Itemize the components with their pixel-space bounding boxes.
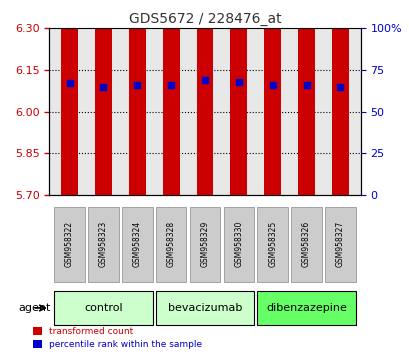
Bar bbox=[264, 0, 281, 195]
FancyBboxPatch shape bbox=[54, 291, 152, 325]
FancyBboxPatch shape bbox=[223, 207, 254, 282]
FancyBboxPatch shape bbox=[257, 207, 287, 282]
Bar bbox=[128, 0, 145, 195]
Point bbox=[134, 82, 140, 88]
Text: control: control bbox=[84, 303, 122, 313]
FancyBboxPatch shape bbox=[122, 207, 152, 282]
Text: bevacizumab: bevacizumab bbox=[167, 303, 242, 313]
Title: GDS5672 / 228476_at: GDS5672 / 228476_at bbox=[128, 12, 281, 26]
Point bbox=[100, 84, 106, 90]
FancyBboxPatch shape bbox=[189, 207, 220, 282]
Bar bbox=[230, 0, 247, 195]
Bar bbox=[297, 0, 314, 195]
Text: GSM958327: GSM958327 bbox=[335, 221, 344, 267]
Bar bbox=[61, 0, 78, 195]
FancyBboxPatch shape bbox=[88, 207, 118, 282]
Text: GSM958328: GSM958328 bbox=[166, 221, 175, 267]
Point bbox=[303, 82, 309, 88]
Legend: transformed count, percentile rank within the sample: transformed count, percentile rank withi… bbox=[33, 327, 202, 349]
FancyBboxPatch shape bbox=[291, 207, 321, 282]
Text: GSM958329: GSM958329 bbox=[200, 221, 209, 267]
Text: GSM958323: GSM958323 bbox=[99, 221, 108, 267]
Bar bbox=[162, 0, 179, 195]
Text: agent: agent bbox=[18, 303, 51, 313]
Point bbox=[167, 82, 174, 88]
Point bbox=[336, 84, 343, 90]
Bar bbox=[95, 0, 112, 195]
Text: GSM958322: GSM958322 bbox=[65, 221, 74, 267]
Text: dibenzazepine: dibenzazepine bbox=[265, 303, 346, 313]
Text: GSM958324: GSM958324 bbox=[133, 221, 142, 267]
Text: GSM958325: GSM958325 bbox=[267, 221, 276, 267]
FancyBboxPatch shape bbox=[54, 207, 85, 282]
Bar bbox=[196, 0, 213, 195]
Point bbox=[66, 80, 73, 86]
FancyBboxPatch shape bbox=[155, 291, 254, 325]
Text: GSM958326: GSM958326 bbox=[301, 221, 310, 267]
FancyBboxPatch shape bbox=[257, 291, 355, 325]
Point bbox=[201, 77, 208, 83]
Text: GSM958330: GSM958330 bbox=[234, 221, 243, 268]
Bar bbox=[331, 0, 348, 195]
Point bbox=[269, 82, 275, 88]
FancyBboxPatch shape bbox=[155, 207, 186, 282]
Point bbox=[235, 79, 242, 84]
FancyBboxPatch shape bbox=[324, 207, 355, 282]
